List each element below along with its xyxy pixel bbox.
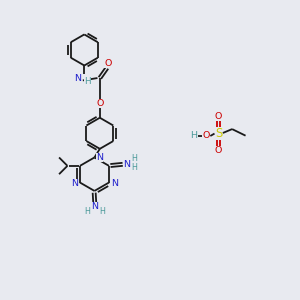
Text: N: N: [123, 160, 130, 169]
Text: H: H: [85, 207, 91, 216]
Text: N: N: [92, 202, 99, 211]
Text: O: O: [215, 112, 222, 121]
Text: O: O: [96, 99, 103, 108]
Text: O: O: [202, 131, 210, 140]
Text: N: N: [71, 179, 78, 188]
Text: H: H: [131, 163, 137, 172]
Text: H: H: [100, 207, 106, 216]
Text: O: O: [215, 146, 222, 155]
Text: N: N: [111, 179, 118, 188]
Text: N: N: [74, 74, 81, 83]
Text: H: H: [190, 131, 197, 140]
Text: O: O: [104, 59, 112, 68]
Text: H: H: [85, 77, 91, 86]
Text: S: S: [215, 127, 222, 140]
Text: H: H: [131, 154, 137, 164]
Text: N: N: [96, 153, 103, 162]
